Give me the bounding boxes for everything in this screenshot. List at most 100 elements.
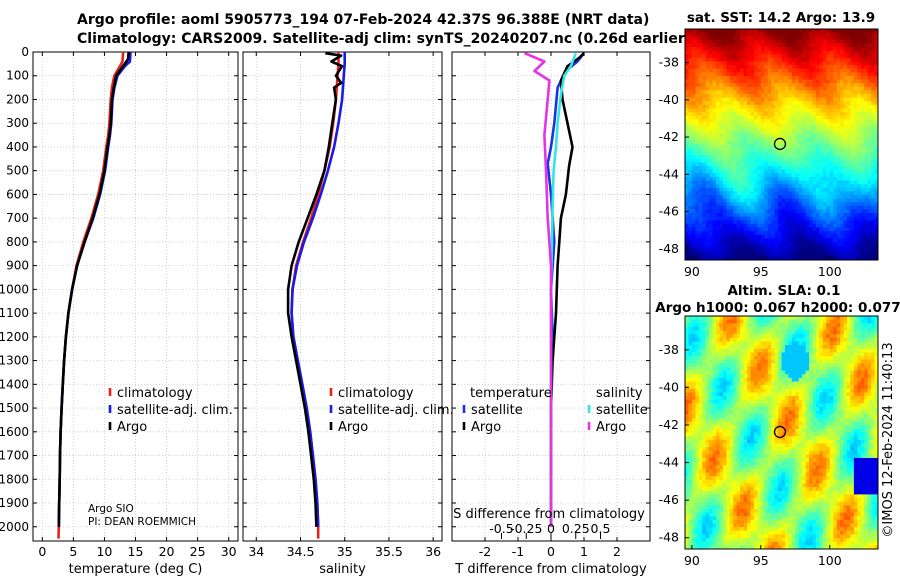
y-tick-label: 200 <box>6 92 29 106</box>
x-tick-label: 20 <box>159 544 175 559</box>
map-sla: 90 95 100 -38 -40 -42 -44 -46 -48 <box>659 315 879 568</box>
map-y-tick-label: -38 <box>659 55 679 70</box>
x-tick-label: -1 <box>512 544 524 559</box>
imos-stamp: ©IMOS 12-Feb-2024 11:40:13 <box>881 342 896 537</box>
sla-map-title-line1: Altim. SLA: 0.1 <box>727 283 840 299</box>
map-x-tick-label: 100 <box>818 264 842 279</box>
y-tick-label: 100 <box>6 69 29 83</box>
x-axis-label: temperature (deg C) <box>69 562 203 577</box>
series-line-t-argo <box>549 52 585 527</box>
argo-location-marker <box>773 425 787 439</box>
map-y-tick-label: -40 <box>659 379 679 394</box>
x-tick-label: 34.5 <box>287 544 315 559</box>
note-line-2: PI: DEAN ROEMMICH <box>88 516 196 528</box>
map-y-tick-label: -40 <box>659 92 679 107</box>
y-tick-label: 1800 <box>0 472 29 486</box>
map-y-tick-label: -42 <box>659 129 679 144</box>
x-tick-label: 34 <box>248 544 264 559</box>
axes-box <box>242 51 443 542</box>
map-x-tick-label: 95 <box>753 553 769 568</box>
y-tick-label: 600 <box>6 187 29 201</box>
top-axis-label: S difference from climatology <box>453 507 645 522</box>
profile-panel-temperature: 0100200300400500600700800900100011001200… <box>0 45 239 577</box>
legend-label: Argo <box>596 420 626 435</box>
x-tick-label: 25 <box>190 544 206 559</box>
y-tick-label: 2000 <box>0 520 29 534</box>
y-tick-label: 1600 <box>0 425 29 439</box>
x-tick-label: 30 <box>221 544 237 559</box>
map-y-tick-label: -46 <box>659 492 679 507</box>
figure-title-line1: Argo profile: aoml 5905773_194 07-Feb-20… <box>77 12 650 28</box>
map-x-tick-label: 95 <box>753 264 769 279</box>
x-tick-label: 0 <box>547 544 555 559</box>
figure-title-line2: Climatology: CARS2009. Satellite-adj cli… <box>77 31 692 47</box>
legend-difference-panel: temperature salinity satellite Argo satellit… <box>453 386 648 539</box>
map-y-tick-label: -42 <box>659 417 679 432</box>
top-tick-label: 0.25 <box>562 521 590 536</box>
legend-title-temperature: temperature <box>470 386 552 401</box>
map-y-tick-label: -46 <box>659 204 679 219</box>
series-line-argo <box>286 51 344 527</box>
map-box <box>684 28 879 261</box>
y-tick-label: 500 <box>6 164 29 178</box>
y-tick-label: 900 <box>6 259 29 273</box>
map-x-tick-label: 100 <box>818 553 842 568</box>
sla-map-title-line2: Argo h1000: 0.067 h2000: 0.077 <box>655 300 900 316</box>
y-tick-label: 0 <box>21 45 29 59</box>
x-tick-label: 35 <box>337 544 353 559</box>
x-tick-label: 2 <box>613 544 621 559</box>
y-tick-label: 400 <box>6 140 29 154</box>
map-x-tick-label: 90 <box>684 553 700 568</box>
y-tick-label: 700 <box>6 211 29 225</box>
map-y-tick-label: -44 <box>659 166 679 181</box>
sst-map-title: sat. SST: 14.2 Argo: 13.9 <box>687 10 875 26</box>
legend-label: Argo <box>338 420 368 435</box>
y-tick-label: 1500 <box>0 401 29 415</box>
x-tick-label: 5 <box>69 544 77 559</box>
note-line-1: Argo SIO <box>88 503 134 515</box>
map-y-tick-label: -48 <box>659 530 679 545</box>
legend-label: satellite <box>471 403 523 418</box>
x-tick-label: 36 <box>425 544 441 559</box>
map-x-tick-label: 90 <box>684 264 700 279</box>
map-y-tick-label: -38 <box>659 342 679 357</box>
y-tick-label: 300 <box>6 116 29 130</box>
series-line-argo <box>57 51 130 527</box>
axes-box <box>32 51 239 542</box>
profile-panel-difference: -2 -1 0 1 2 T difference from climatology <box>451 51 651 577</box>
map-y-tick-label: -44 <box>659 455 679 470</box>
legend-label: Argo <box>471 420 501 435</box>
top-tick-label: 0 <box>547 521 555 536</box>
legend-title-salinity: salinity <box>596 386 643 401</box>
legend-label: satellite-adj. clim. <box>338 403 454 418</box>
y-tick-label: 1700 <box>0 449 29 463</box>
legend-temperature-panel: climatology satellite-adj. clim. Argo <box>108 386 233 435</box>
top-tick-label: 0.5 <box>591 521 611 536</box>
legend-label: satellite-adj. clim. <box>117 403 233 418</box>
x-axis-label: salinity <box>319 562 366 577</box>
top-tick-label: -0.25 <box>510 521 542 536</box>
x-tick-label: 10 <box>96 544 112 559</box>
series-line-satellite-adj-clim- <box>290 52 346 527</box>
top-tick-label: -0.5 <box>489 521 513 536</box>
map-y-tick-label: -48 <box>659 241 679 256</box>
map-box <box>684 315 879 550</box>
series-line-s-argo <box>524 52 553 527</box>
legend-label: Argo <box>117 420 147 435</box>
x-tick-label: 0 <box>38 544 46 559</box>
legend-label: climatology <box>117 386 193 401</box>
y-tick-label: 1100 <box>0 306 29 320</box>
legend-salinity-panel: climatology satellite-adj. clim. Argo <box>329 386 454 435</box>
argo-location-marker <box>773 137 787 151</box>
y-tick-label: 1300 <box>0 354 29 368</box>
y-tick-label: 1000 <box>0 282 29 296</box>
x-axis-label: T difference from climatology <box>454 562 647 577</box>
map-sst: 90 95 100 -38 -40 -42 -44 -46 -48 <box>659 28 879 279</box>
y-tick-label: 1200 <box>0 330 29 344</box>
y-tick-label: 1400 <box>0 377 29 391</box>
legend-label: satellite <box>596 403 648 418</box>
y-tick-label: 800 <box>6 235 29 249</box>
x-tick-label: 15 <box>128 544 144 559</box>
x-tick-label: -2 <box>479 544 491 559</box>
